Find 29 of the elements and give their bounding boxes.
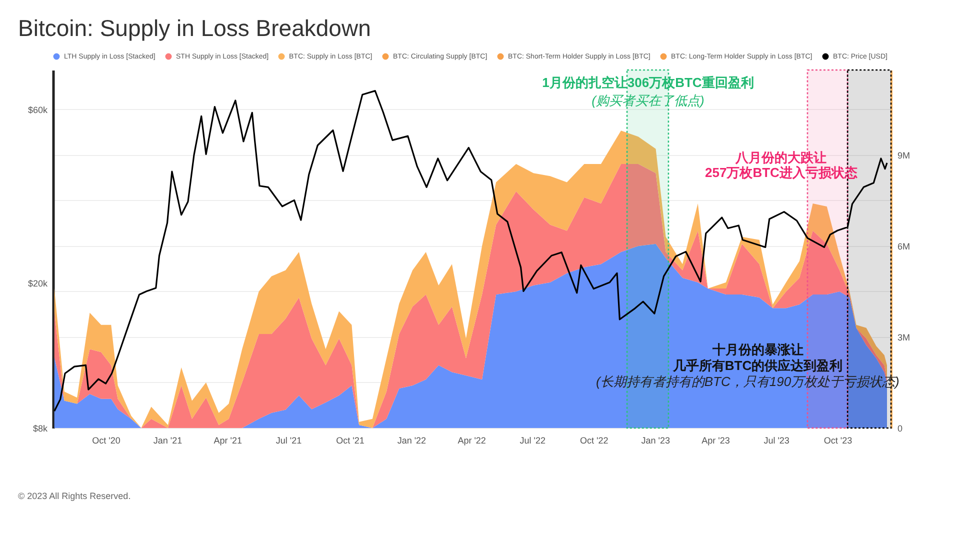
x-tick-label: Jul '21	[276, 436, 302, 446]
x-tick-label: Apr '21	[214, 436, 242, 446]
annotation: 十月份的暴涨让	[711, 342, 804, 357]
x-tick-label: Apr '23	[702, 436, 730, 446]
y2-tick-label: 0	[898, 424, 903, 434]
x-tick-label: Oct '23	[824, 436, 852, 446]
x-tick-label: Jul '22	[520, 436, 546, 446]
y-tick-label: $20k	[28, 278, 48, 289]
annotation: (长期持有者持有的BTC，只有190万枚处于亏损状态)	[596, 374, 900, 390]
y2-tick-label: 9M	[898, 150, 910, 160]
x-tick-label: Oct '21	[336, 436, 364, 446]
annotation: (购买者买在了低点)	[592, 93, 704, 108]
y-tick-label: $8k	[32, 424, 48, 434]
x-tick-label: Jan '22	[397, 436, 426, 446]
annotation: 八月份的大跌让	[734, 150, 827, 166]
y2-tick-label: 6M	[898, 241, 910, 252]
y2-tick-label: 3M	[898, 332, 910, 342]
y-tick-label: $60k	[28, 104, 48, 115]
x-tick-label: Apr '22	[458, 436, 486, 446]
x-tick-label: Oct '22	[580, 436, 608, 446]
x-tick-label: Oct '20	[92, 436, 120, 446]
x-tick-label: Jan '23	[641, 436, 670, 446]
x-tick-label: Jul '23	[764, 436, 790, 446]
x-tick-label: Jan '21	[153, 436, 182, 446]
chart-title: Bitcoin: Supply in Loss Breakdown	[18, 15, 371, 41]
text: © 2023 All Rights Reserved.	[18, 491, 131, 501]
annotation: 几乎所有BTC的供应达到盈利	[672, 358, 843, 374]
annotation: 1月份的扎空让306万枚BTC重回盈利	[542, 74, 754, 90]
annotation: 257万枚BTC进入亏损状态	[705, 165, 858, 180]
